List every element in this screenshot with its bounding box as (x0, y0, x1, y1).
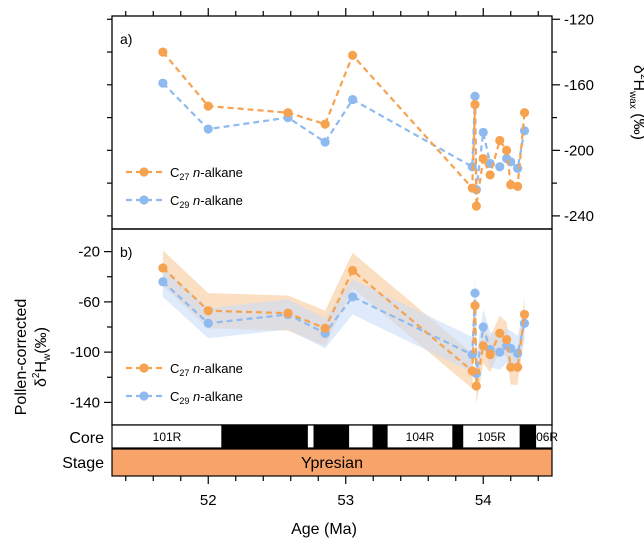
x-axis-title: Age (Ma) (291, 521, 357, 538)
data-point (203, 318, 213, 328)
data-point (485, 350, 495, 360)
x-axis: 52 53 54 Age (Ma) (125, 8, 539, 538)
data-point (519, 126, 530, 136)
x-tick-label: 52 (200, 492, 217, 509)
data-point (519, 309, 530, 320)
data-point (320, 137, 330, 147)
data-point (470, 91, 480, 101)
core-segment (313, 424, 350, 449)
data-point (158, 47, 168, 57)
data-point (348, 50, 358, 60)
series-line (162, 51, 526, 207)
data-point (320, 323, 330, 333)
stage-name: Ypresian (301, 455, 363, 472)
core-segment (534, 424, 553, 449)
data-point (348, 292, 358, 302)
data-point (203, 101, 213, 111)
y-tick-label: -200 (564, 142, 594, 159)
core-segment (306, 424, 315, 449)
legend-marker (139, 195, 149, 205)
data-point (203, 306, 213, 316)
data-point (513, 181, 523, 191)
data-point (348, 265, 358, 276)
y-axis-title-line1: Pollen-corrected (13, 299, 30, 416)
data-point (467, 183, 477, 193)
data-point (478, 341, 488, 351)
data-point (495, 162, 505, 172)
series-line (162, 267, 526, 387)
data-point (502, 145, 512, 155)
core-segment-label: 101R (153, 430, 182, 444)
y-tick-label: -240 (564, 208, 594, 225)
y-tick-label: -140 (70, 394, 100, 411)
core-segment (221, 424, 308, 449)
core-segment-label: 104R (406, 430, 435, 444)
data-point (471, 201, 481, 211)
data-point (513, 163, 523, 173)
data-point (470, 301, 480, 311)
y-axis-title: δ2Hwax (‰) (627, 65, 644, 140)
data-point (158, 277, 168, 287)
confidence-band (162, 266, 525, 392)
legend-label: C29 n-alkane (170, 389, 243, 406)
y-tick-label: -60 (78, 294, 100, 311)
panel-label: b) (120, 244, 132, 260)
data-point (283, 308, 293, 318)
data-point (513, 362, 523, 372)
data-point (467, 350, 477, 360)
data-point (502, 334, 512, 345)
core-segment (347, 424, 374, 449)
data-point (495, 347, 505, 357)
data-point (348, 94, 358, 105)
data-point (478, 322, 488, 332)
data-point (506, 180, 516, 190)
data-point (495, 328, 505, 338)
stage-row: Ypresian Stage (62, 448, 553, 477)
core-row: 101R 104R 105R 106R Core (69, 424, 558, 449)
core-row-label: Core (69, 430, 104, 447)
y-tick-label: -160 (564, 77, 594, 94)
core-segment (372, 424, 388, 449)
legend-marker (139, 391, 149, 401)
stage-row-label: Stage (62, 455, 104, 472)
data-point (495, 135, 505, 146)
data-point (470, 288, 480, 298)
legend-label: C27 n-alkane (170, 361, 243, 378)
data-point (158, 78, 168, 88)
stage-bar (111, 448, 553, 477)
legend-label: C27 n-alkane (170, 165, 243, 182)
data-point (506, 362, 516, 372)
core-segment-label: 106R (529, 430, 558, 444)
data-point (485, 170, 495, 180)
panel-b: b) -20 -60 -100 -140 C27 n-alkane C29 n-alkane… (13, 228, 553, 426)
core-segment (452, 424, 464, 449)
data-point (471, 381, 481, 391)
legend-marker (139, 363, 149, 373)
data-point (320, 119, 330, 129)
legend-marker (139, 167, 149, 177)
y-tick-label: -100 (70, 344, 100, 361)
data-point (283, 108, 293, 118)
core-segment-label: 105R (477, 430, 506, 444)
x-tick-label: 53 (337, 492, 354, 509)
data-point (478, 153, 488, 164)
y-tick-label: -20 (78, 244, 100, 261)
data-point (519, 318, 530, 328)
panel-label: a) (120, 31, 132, 47)
panel-a: a) -120 -160 -200 -240 C27 n-alkane C29 n-alka… (107, 11, 644, 230)
data-point (478, 127, 488, 137)
legend-label: C29 n-alkane (170, 193, 243, 210)
y-axis-title-line2: δ2Hw(‰) (31, 327, 53, 387)
data-point (158, 263, 168, 273)
data-point (467, 366, 477, 376)
data-point (470, 99, 480, 110)
y-tick-label: -120 (564, 11, 594, 28)
data-point (519, 108, 530, 118)
data-point (203, 124, 213, 134)
x-tick-label: 54 (475, 492, 492, 509)
